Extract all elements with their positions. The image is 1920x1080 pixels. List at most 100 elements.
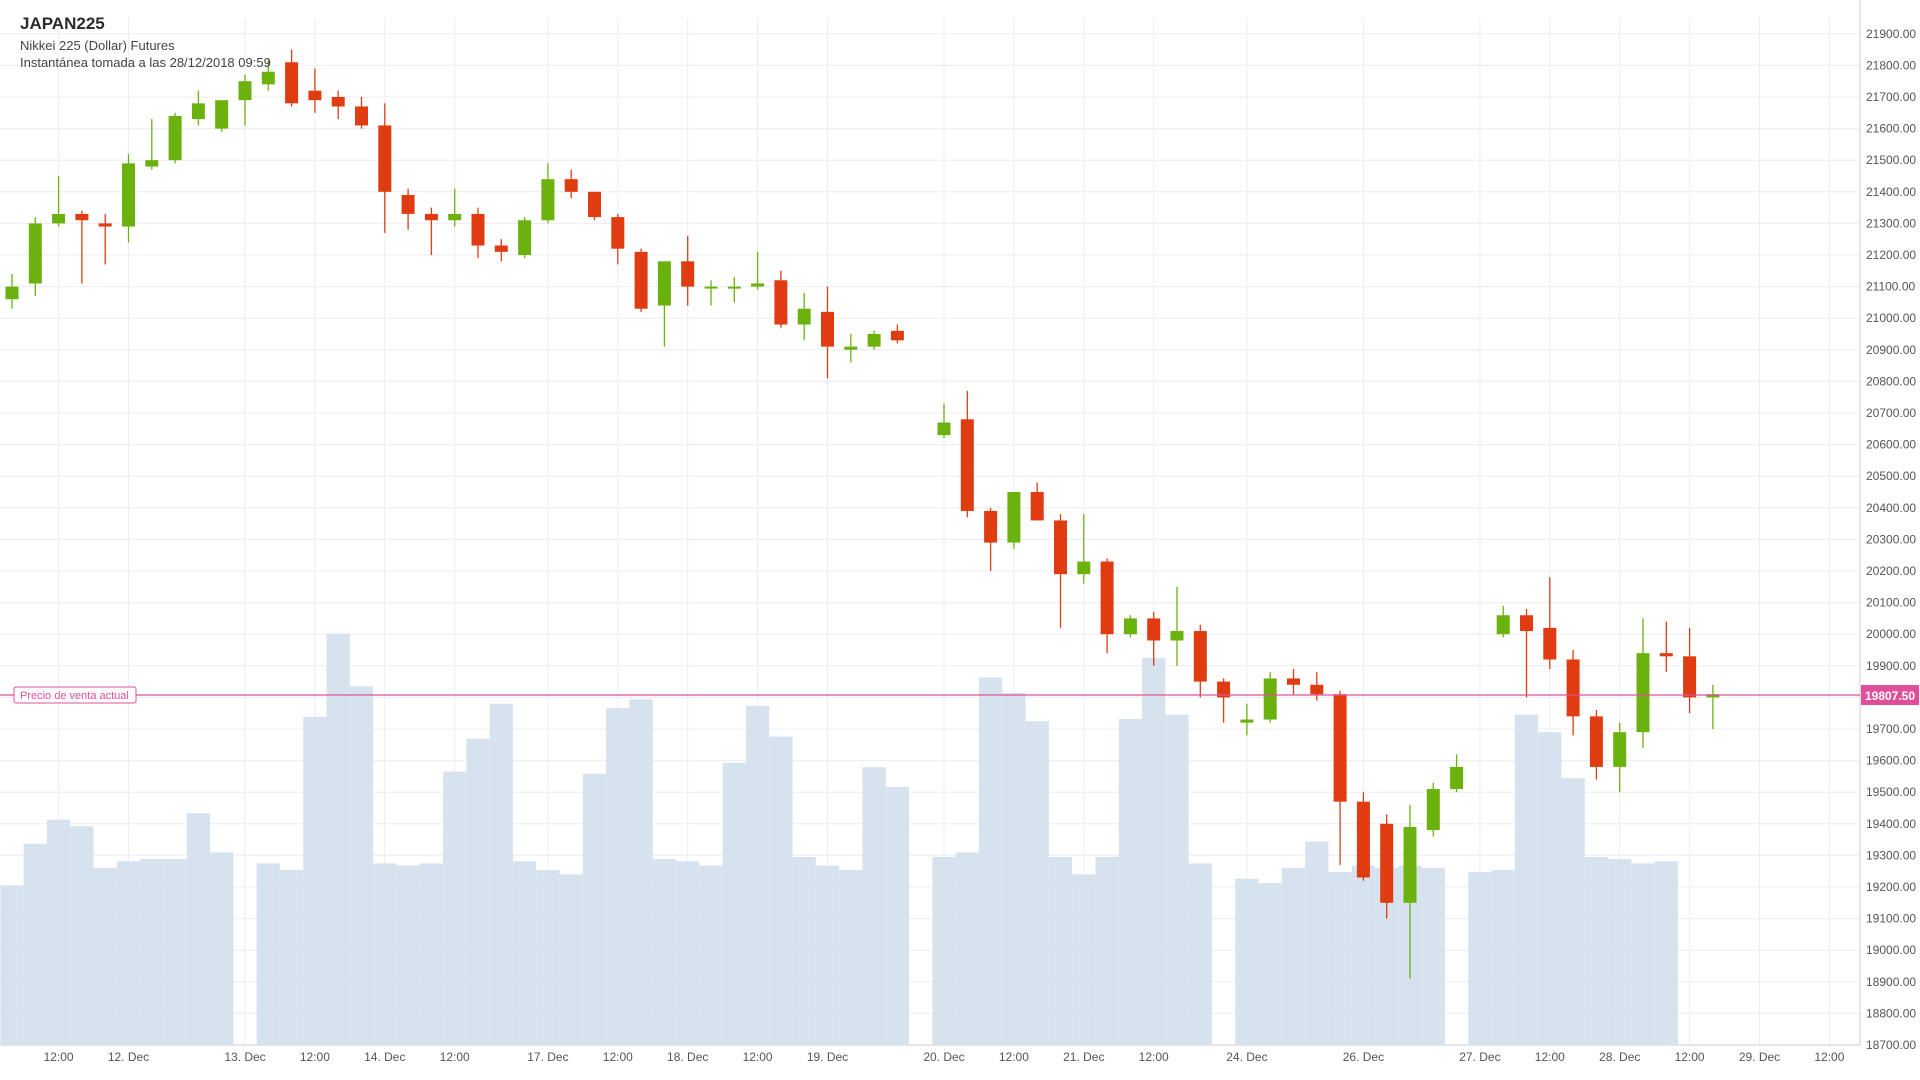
x-tick-label: 13. Dec <box>224 1050 265 1064</box>
candle-up[interactable] <box>1636 653 1650 733</box>
x-tick-label: 12:00 <box>440 1050 470 1064</box>
candle-down[interactable] <box>1193 631 1207 682</box>
volume-bar <box>396 865 420 1045</box>
candle-down[interactable] <box>1543 627 1557 660</box>
candle-up[interactable] <box>518 220 532 255</box>
candle-down[interactable] <box>634 251 648 309</box>
candle-down[interactable] <box>1589 716 1603 767</box>
candle-down[interactable] <box>75 213 89 221</box>
candle-down[interactable] <box>424 213 438 221</box>
candle-down[interactable] <box>1333 694 1347 802</box>
candle-down[interactable] <box>681 261 695 287</box>
candle-down[interactable] <box>821 311 834 347</box>
candle-up[interactable] <box>704 286 718 289</box>
candle-down[interactable] <box>1030 492 1044 521</box>
candle-up[interactable] <box>5 286 19 300</box>
x-tick-label: 20. Dec <box>923 1050 964 1064</box>
candle-down[interactable] <box>1217 681 1231 698</box>
volume-bar <box>1514 714 1539 1045</box>
y-tick-label: 19000.00 <box>1866 943 1916 957</box>
candle-up[interactable] <box>1426 789 1440 831</box>
candle-up[interactable] <box>1706 694 1720 698</box>
volume-bar <box>792 856 816 1045</box>
candle-down[interactable] <box>1683 656 1697 698</box>
x-tick-label: 12:00 <box>603 1050 633 1064</box>
candle-down[interactable] <box>984 510 998 543</box>
y-tick-label: 21700.00 <box>1866 90 1916 104</box>
candle-up[interactable] <box>191 103 205 120</box>
candle-up[interactable] <box>867 334 881 347</box>
y-tick-label: 21500.00 <box>1866 153 1916 167</box>
x-tick-label: 21. Dec <box>1063 1050 1104 1064</box>
volume-bar <box>1375 867 1399 1045</box>
candle-up[interactable] <box>1240 719 1254 723</box>
candle-down[interactable] <box>1380 823 1394 903</box>
volume-bar <box>349 686 374 1045</box>
candle-up[interactable] <box>1123 618 1137 635</box>
candle-up[interactable] <box>238 81 252 101</box>
chart-header: JAPAN225 Nikkei 225 (Dollar) Futures Ins… <box>20 14 271 71</box>
x-tick-label: 19. Dec <box>807 1050 848 1064</box>
volume-bar <box>1561 778 1585 1045</box>
volume-bar <box>1235 878 1259 1045</box>
candle-down[interactable] <box>98 223 112 227</box>
candle-down[interactable] <box>355 106 368 126</box>
candle-up[interactable] <box>1613 732 1627 767</box>
candle-down[interactable] <box>285 62 299 104</box>
volume-bar <box>1025 721 1049 1045</box>
candle-up[interactable] <box>1496 615 1510 635</box>
candle-down[interactable] <box>378 125 392 192</box>
candle-up[interactable] <box>541 179 555 221</box>
volume-bar <box>606 708 630 1045</box>
volume-bar <box>279 870 304 1045</box>
volume-bar <box>1468 872 1492 1045</box>
candle-down[interactable] <box>401 194 415 214</box>
candle-up[interactable] <box>727 286 741 289</box>
candle-down[interactable] <box>1310 684 1324 695</box>
candle-down[interactable] <box>494 245 508 252</box>
candle-down[interactable] <box>611 217 625 249</box>
candle-up[interactable] <box>52 213 66 224</box>
candle-up[interactable] <box>261 71 275 85</box>
volume-bar <box>652 859 677 1045</box>
candle-down[interactable] <box>588 191 601 218</box>
candle-down[interactable] <box>1356 801 1370 878</box>
volume-bar <box>676 861 700 1045</box>
volume-bar <box>93 867 117 1045</box>
candle-up[interactable] <box>168 115 182 161</box>
candle-up[interactable] <box>1263 678 1277 720</box>
candle-up[interactable] <box>937 422 951 436</box>
candle-down[interactable] <box>331 97 345 107</box>
volume-bar <box>1351 865 1376 1045</box>
candle-down[interactable] <box>960 419 974 511</box>
candle-up[interactable] <box>1450 766 1464 790</box>
candle-down[interactable] <box>471 213 485 246</box>
candle-down[interactable] <box>308 90 322 101</box>
candle-up[interactable] <box>657 261 671 306</box>
candle-up[interactable] <box>122 163 135 227</box>
candle-down[interactable] <box>890 330 904 341</box>
candle-up[interactable] <box>1077 561 1091 575</box>
candle-up[interactable] <box>751 283 765 287</box>
candle-down[interactable] <box>1147 618 1161 641</box>
x-tick-label: 14. Dec <box>364 1050 405 1064</box>
candle-up[interactable] <box>1007 492 1021 543</box>
candle-up[interactable] <box>844 346 858 350</box>
candle-up[interactable] <box>448 213 462 221</box>
candle-down[interactable] <box>1100 561 1114 635</box>
candle-down[interactable] <box>1566 659 1580 717</box>
candle-up[interactable] <box>797 308 811 325</box>
volume-bar <box>0 885 24 1045</box>
candle-down[interactable] <box>1287 678 1300 685</box>
candle-up[interactable] <box>1170 631 1184 641</box>
candle-up[interactable] <box>215 100 229 129</box>
candle-up[interactable] <box>145 160 159 167</box>
candle-down[interactable] <box>774 280 788 325</box>
candle-down[interactable] <box>1659 653 1673 657</box>
candle-up[interactable] <box>28 223 42 284</box>
candle-down[interactable] <box>564 179 578 192</box>
candle-up[interactable] <box>1403 826 1417 903</box>
candle-down[interactable] <box>1520 615 1533 632</box>
candle-down[interactable] <box>1054 520 1067 575</box>
volume-bar <box>1142 657 1166 1045</box>
